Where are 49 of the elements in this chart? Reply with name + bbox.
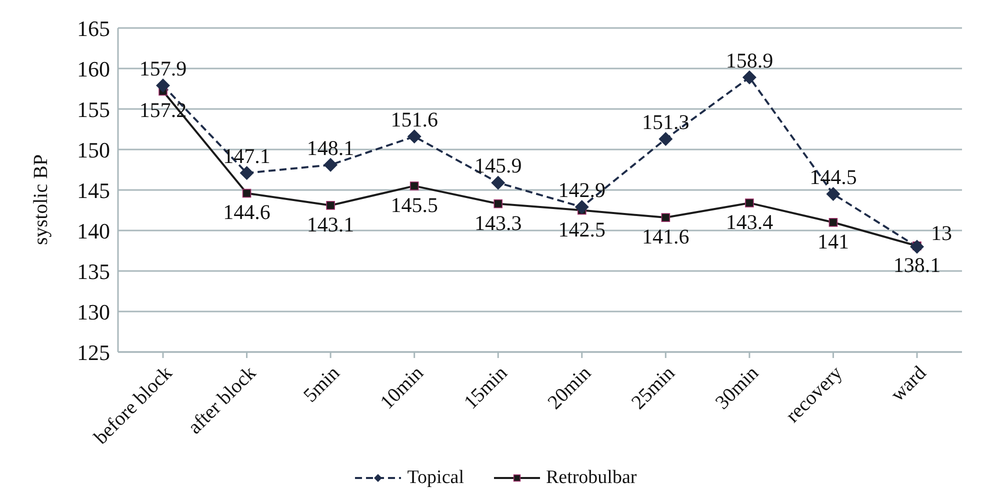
data-label: 145.5	[390, 192, 438, 217]
point	[326, 200, 335, 210]
point	[407, 130, 422, 144]
point	[410, 182, 419, 190]
y-tick-label: 140	[77, 218, 110, 244]
data-label: 143.1	[306, 212, 354, 236]
legend-label: Retrobulbar	[546, 467, 637, 489]
data-label: 151.3	[642, 110, 690, 134]
point	[828, 218, 838, 227]
y-tick-label: 145	[77, 178, 110, 203]
point	[491, 176, 506, 190]
point	[156, 78, 170, 93]
data-label: 147.1	[223, 144, 270, 168]
point	[742, 70, 756, 84]
point	[661, 213, 670, 222]
point	[494, 199, 503, 208]
point	[910, 240, 924, 254]
point	[242, 188, 252, 198]
data-label: 148.1	[306, 136, 354, 160]
point	[745, 198, 754, 208]
x-tick-label: 5min	[299, 362, 344, 407]
point	[658, 132, 673, 146]
y-tick-label: 135	[77, 258, 110, 284]
data-label: 144.6	[223, 200, 270, 224]
data-label: 145.9	[474, 154, 522, 178]
data-label: 138.1	[893, 252, 941, 277]
data-label: 141.6	[642, 224, 690, 249]
data-label: 158.9	[726, 48, 774, 72]
y-tick-label: 160	[77, 56, 110, 82]
point	[240, 166, 254, 180]
y-tick-label: 130	[77, 299, 110, 324]
data-label: 151.6	[390, 108, 438, 132]
y-tick-label: 155	[77, 96, 110, 122]
data-label: 142.5	[558, 217, 606, 242]
legend-label: Topical	[407, 467, 464, 489]
data-label: 143.3	[474, 210, 522, 235]
point	[574, 200, 589, 214]
y-tick-label: 165	[77, 16, 110, 41]
data-label: 142.9	[558, 178, 606, 202]
data-label: 141	[817, 229, 849, 254]
y-tick-label: 150	[77, 137, 110, 162]
point	[826, 187, 840, 202]
data-label: 143.4	[726, 210, 774, 234]
data-label: 157.9	[139, 56, 187, 81]
y-tick-label: 125	[77, 340, 110, 365]
point	[324, 158, 338, 172]
y-axis-title: systolic BP	[30, 154, 52, 245]
annotation: 13	[931, 221, 952, 246]
data-label: 144.5	[810, 165, 857, 190]
